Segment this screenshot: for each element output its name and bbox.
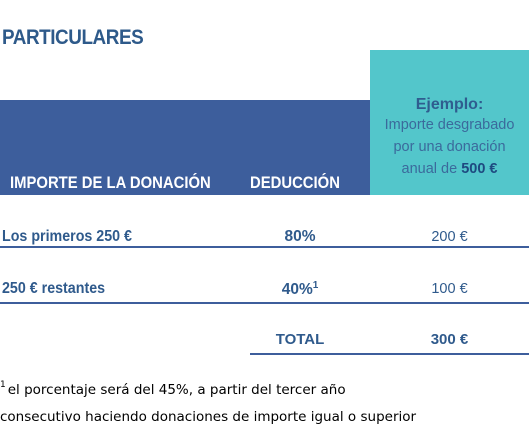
example-title: Ejemplo: — [415, 96, 484, 113]
footnote-mark: 1 — [0, 380, 6, 390]
example-line-3-prefix: anual de — [401, 161, 462, 177]
footnote-line-2: consecutivo haciendo donaciones de impor… — [0, 409, 417, 425]
footnote: 1 el porcentaje será del 45%, a partir de… — [0, 372, 529, 431]
example-box: Ejemplo: Importe desgrabado por una dona… — [370, 50, 529, 195]
section-title: PARTICULARES — [2, 26, 144, 49]
example-amount: 500 € — [461, 161, 498, 177]
footnote-line-1: 1 el porcentaje será del 45%, a partir de… — [0, 372, 529, 404]
total-label: TOTAL — [275, 331, 325, 348]
row-1-deduction-value: 80% — [284, 228, 316, 245]
row-1-amount: 200 € — [431, 229, 468, 245]
row-2-label: 250 € restantes — [2, 280, 106, 297]
example-line-2: por una donación — [393, 139, 506, 155]
row-2-deduction: 40%1 — [250, 280, 350, 299]
column-header-deduction: DEDUCCIÓN — [250, 174, 340, 192]
footnote-text-1: el porcentaje será del 45%, a partir del… — [7, 382, 346, 398]
example-line-3: anual de 500 € — [370, 158, 529, 180]
column-header-amount: IMPORTE DE LA DONACIÓN — [10, 174, 211, 192]
table-header-band — [0, 100, 370, 195]
row-2-footnote-mark: 1 — [312, 280, 319, 291]
total-value: 300 € — [430, 331, 469, 348]
row-1-label: Los primeros 250 € — [2, 228, 132, 245]
example-line-1: Importe desgrabado — [384, 117, 515, 133]
row-2-amount: 100 € — [431, 281, 468, 297]
row-2-divider — [0, 302, 529, 304]
total-divider — [250, 353, 529, 355]
row-2-deduction-value: 40% — [281, 281, 313, 298]
row-1-divider — [0, 246, 529, 248]
row-1-deduction: 80% — [250, 228, 350, 246]
